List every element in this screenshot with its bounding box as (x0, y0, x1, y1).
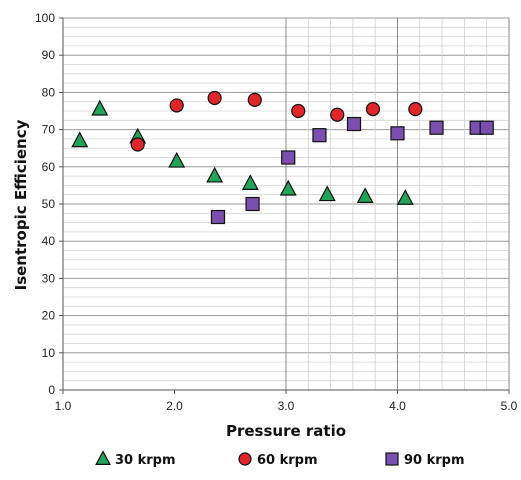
x-axis-label: Pressure ratio (226, 422, 346, 440)
data-point (291, 103, 306, 119)
y-tick-label: 0 (48, 383, 55, 397)
data-point (429, 120, 444, 135)
y-tick-label: 60 (42, 160, 56, 174)
data-point (279, 179, 297, 196)
x-tick-label: 4.0 (389, 399, 406, 413)
series-30-krpm (71, 99, 414, 205)
data-point (281, 150, 296, 165)
y-axis-label: Isentropic Efficiency (12, 119, 30, 290)
data-point (365, 102, 381, 117)
y-tick-label: 10 (42, 346, 56, 360)
data-point (356, 187, 374, 204)
data-point (210, 209, 226, 225)
data-point (318, 185, 336, 202)
data-point (91, 99, 109, 116)
data-point (247, 92, 262, 107)
data-point (206, 166, 224, 183)
y-tick-label: 30 (42, 271, 56, 285)
x-tick-label: 5.0 (501, 399, 518, 413)
data-point (346, 116, 362, 132)
data-point (245, 196, 260, 212)
tick-labels: 0 10 20 30 40 50 60 70 80 90 100 1.0 2.0 3.0 4.0 5.0 (35, 11, 518, 413)
legend-label: 90 krpm (404, 453, 465, 468)
y-tick-label: 20 (42, 309, 56, 323)
axes (59, 17, 510, 394)
legend-marker (385, 452, 399, 466)
y-tick-label: 100 (35, 11, 55, 25)
data-point (390, 126, 405, 141)
data-point (396, 189, 414, 205)
x-tick-label: 2.0 (166, 399, 183, 413)
x-tick-label: 1.0 (55, 399, 72, 413)
x-tick-label: 3.0 (278, 399, 295, 413)
data-point (312, 128, 327, 143)
legend-label: 60 krpm (257, 453, 318, 468)
data-point (241, 174, 259, 190)
data-point (330, 107, 345, 122)
series-60-krpm (130, 90, 423, 152)
y-tick-label: 80 (42, 85, 56, 99)
y-tick-label: 70 (42, 123, 56, 137)
legend-marker (238, 452, 252, 466)
y-tick-label: 90 (42, 48, 56, 62)
y-tick-label: 40 (42, 234, 56, 248)
data-point (130, 137, 145, 152)
legend: 30 krpm 60 krpm 90 krpm (95, 450, 465, 468)
grid (63, 17, 510, 391)
data-marks (71, 90, 494, 225)
data-point (169, 98, 184, 113)
legend-label: 30 krpm (115, 453, 176, 468)
legend-marker (95, 450, 111, 465)
y-tick-label: 50 (42, 197, 56, 211)
data-point (479, 120, 494, 135)
data-point (408, 102, 423, 117)
series-90-krpm (210, 116, 494, 225)
data-point (71, 131, 89, 148)
data-point (168, 151, 186, 168)
data-point (207, 90, 222, 106)
